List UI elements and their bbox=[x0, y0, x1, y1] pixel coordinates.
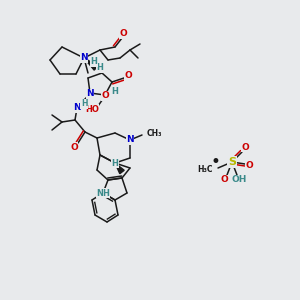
Text: HO: HO bbox=[85, 104, 99, 113]
Text: H: H bbox=[81, 100, 87, 109]
Text: H: H bbox=[91, 58, 98, 67]
Text: H: H bbox=[112, 88, 118, 97]
Polygon shape bbox=[115, 163, 124, 174]
Text: N: N bbox=[86, 89, 94, 98]
Text: H: H bbox=[97, 64, 104, 73]
Text: O: O bbox=[119, 29, 127, 38]
Text: •: • bbox=[210, 153, 220, 171]
Text: N: N bbox=[73, 103, 81, 112]
Text: O: O bbox=[70, 142, 78, 152]
Text: O: O bbox=[101, 92, 109, 100]
Text: O: O bbox=[124, 71, 132, 80]
Text: N: N bbox=[126, 136, 134, 145]
Text: O: O bbox=[245, 161, 253, 170]
Text: S: S bbox=[228, 157, 236, 167]
Text: NH: NH bbox=[96, 188, 110, 197]
Text: O: O bbox=[241, 142, 249, 152]
Polygon shape bbox=[84, 58, 98, 70]
Text: H: H bbox=[112, 158, 118, 167]
Text: OH: OH bbox=[231, 176, 247, 184]
Text: H₃C: H₃C bbox=[197, 164, 213, 173]
Text: CH₃: CH₃ bbox=[147, 130, 163, 139]
Text: O: O bbox=[220, 176, 228, 184]
Text: N: N bbox=[80, 53, 88, 62]
